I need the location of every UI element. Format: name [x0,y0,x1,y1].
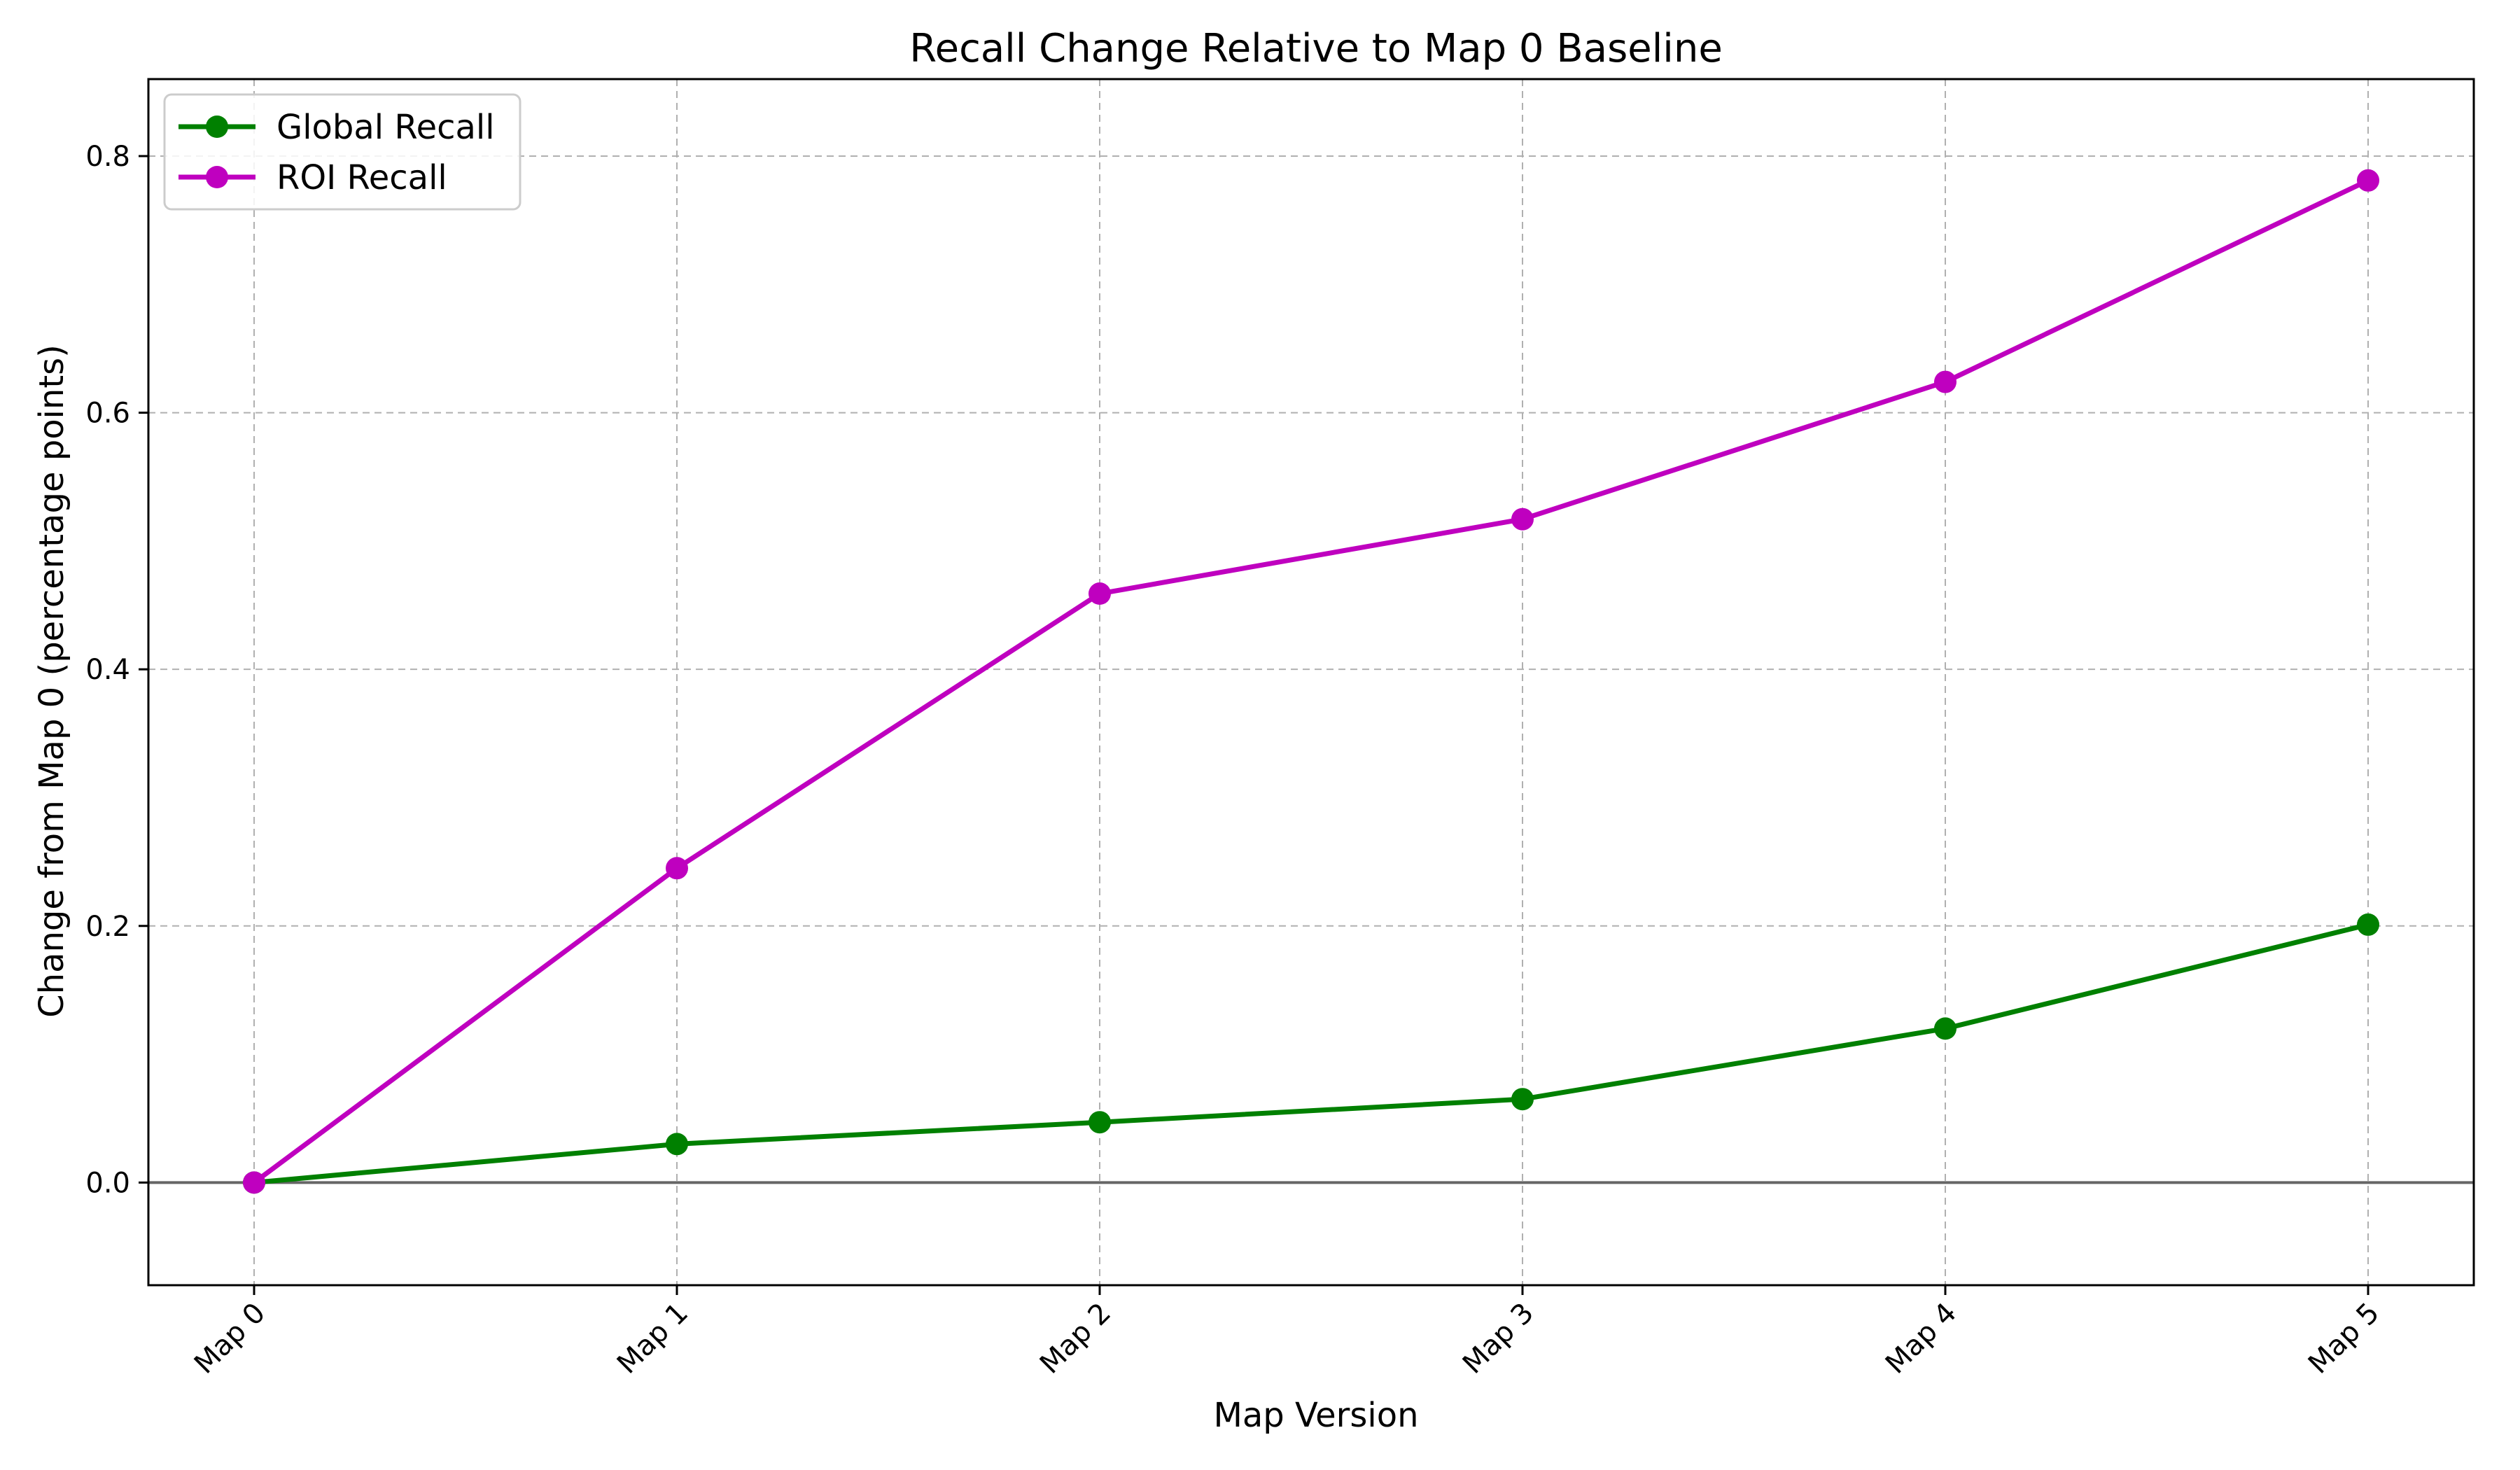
data-point [2357,913,2379,936]
series-roi-recall [243,169,2379,1194]
data-point [1934,1017,1956,1040]
grid-lines [148,79,2474,1285]
x-axis-ticks: Map 0 Map 1 Map 2 Map 3 Map 4 Map 5 [188,1285,2386,1380]
legend: Global Recall ROI Recall [163,93,522,211]
series-line [252,178,2370,1185]
data-point [243,1171,265,1194]
legend-box [163,93,522,211]
y-tick-label: 0.2 [85,911,130,943]
data-point [1511,1088,1534,1111]
data-point [1088,582,1111,606]
x-tick-label: Map 1 [611,1297,694,1380]
legend-label: Global Recall [276,108,495,147]
y-tick-label: 0.8 [85,141,130,173]
data-point [666,857,688,880]
plot-frame [147,78,2475,1287]
y-axis-label: Change from Map 0 (percentage points) [32,344,71,1018]
x-tick-label: Map 5 [2302,1297,2386,1380]
data-point [666,1133,688,1156]
legend-marker [206,166,228,188]
series-lines [243,169,2379,1194]
x-axis-label: Map Version [1213,1396,1418,1435]
y-tick-label: 0.4 [85,654,130,686]
y-tick-label: 0.6 [85,398,130,430]
series-global-recall [243,913,2379,1194]
data-point [1511,507,1534,531]
data-point [2357,169,2379,192]
y-tick-label: 0.0 [85,1167,130,1199]
chart-title: Recall Change Relative to Map 0 Baseline [909,26,1723,71]
data-point [1088,1111,1111,1134]
legend-item: Global Recall [178,108,495,147]
legend-item: ROI Recall [178,158,447,197]
x-tick-label: Map 0 [188,1297,272,1380]
x-tick-label: Map 4 [1879,1297,1963,1380]
y-axis-ticks: 0.0 0.2 0.4 0.6 0.8 [85,141,148,1199]
series-line [253,922,2369,1185]
x-tick-label: Map 2 [1034,1297,1117,1380]
legend-marker [206,115,228,138]
x-tick-label: Map 3 [1457,1297,1540,1380]
legend-label: ROI Recall [276,158,447,197]
data-point [1934,370,1956,393]
